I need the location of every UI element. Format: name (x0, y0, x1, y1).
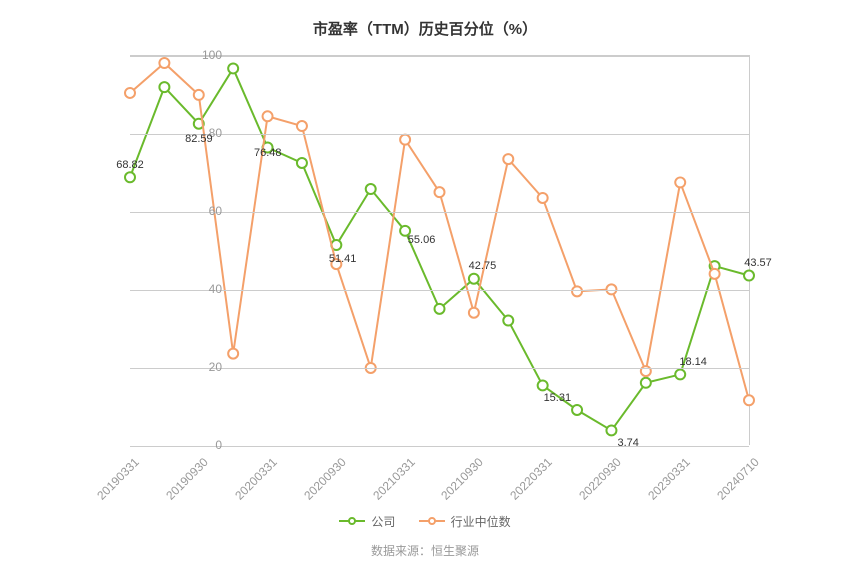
series-marker-industry_median (675, 177, 685, 187)
data-point-label: 18.14 (679, 356, 707, 368)
y-axis-label: 60 (182, 204, 222, 218)
data-point-label: 43.57 (744, 257, 772, 269)
x-axis-label: 20200331 (227, 455, 279, 507)
data-point-label: 82.59 (185, 133, 213, 145)
y-axis-label: 100 (182, 48, 222, 62)
data-point-label: 3.74 (618, 437, 639, 449)
series-marker-industry_median (469, 308, 479, 318)
grid-line (130, 368, 749, 369)
series-marker-company (435, 304, 445, 314)
series-marker-industry_median (572, 286, 582, 296)
grid-line (130, 134, 749, 135)
x-axis-label: 20230331 (641, 455, 693, 507)
series-marker-company (744, 271, 754, 281)
grid-line (130, 446, 749, 447)
x-axis-label: 20210930 (434, 455, 486, 507)
plot-area (130, 55, 750, 445)
chart-title: 市盈率（TTM）历史百分位（%） (0, 0, 850, 39)
legend-item-company: 公司 (339, 513, 395, 530)
series-marker-company (159, 82, 169, 92)
data-source: 数据来源：恒生聚源 (0, 542, 850, 559)
x-axis-label: 20190930 (158, 455, 210, 507)
chart-container: 市盈率（TTM）历史百分位（%） 公司 行业中位数 数据来源：恒生聚源 0 20 4… (0, 0, 850, 575)
series-line-industry_median (130, 63, 749, 400)
x-axis-label: 20220331 (503, 455, 555, 507)
data-point-label: 68.82 (116, 159, 144, 171)
legend-swatch-company (339, 515, 365, 527)
series-marker-industry_median (710, 269, 720, 279)
series-marker-industry_median (400, 135, 410, 145)
series-marker-company (606, 425, 616, 435)
line-layer (130, 56, 749, 445)
series-marker-industry_median (125, 88, 135, 98)
series-marker-industry_median (744, 395, 754, 405)
legend-swatch-industry (419, 515, 445, 527)
data-point-label: 51.41 (329, 253, 357, 265)
x-axis-label: 20200930 (296, 455, 348, 507)
series-marker-company (503, 316, 513, 326)
series-marker-company (641, 378, 651, 388)
grid-line (130, 212, 749, 213)
legend-label-industry: 行业中位数 (451, 513, 511, 530)
series-marker-company (675, 369, 685, 379)
series-marker-industry_median (435, 187, 445, 197)
data-point-label: 55.06 (408, 234, 436, 246)
series-marker-company (469, 274, 479, 284)
series-marker-company (228, 63, 238, 73)
series-line-company (130, 68, 749, 430)
x-axis-label: 20220930 (572, 455, 624, 507)
series-marker-industry_median (297, 121, 307, 131)
series-marker-company (125, 172, 135, 182)
grid-line (130, 290, 749, 291)
data-point-label: 42.75 (469, 260, 497, 272)
legend-item-industry: 行业中位数 (419, 513, 511, 530)
data-point-label: 15.31 (544, 392, 572, 404)
series-marker-company (572, 405, 582, 415)
data-point-label: 76.48 (254, 147, 282, 159)
x-axis-label: 20190331 (90, 455, 142, 507)
grid-line (130, 56, 749, 57)
legend: 公司 行业中位数 (0, 513, 850, 531)
series-marker-industry_median (194, 90, 204, 100)
series-marker-company (538, 380, 548, 390)
x-axis-label: 20210331 (365, 455, 417, 507)
y-axis-label: 40 (182, 282, 222, 296)
legend-label-company: 公司 (371, 513, 395, 530)
series-marker-industry_median (228, 349, 238, 359)
series-marker-industry_median (159, 58, 169, 68)
x-axis-label: 20240710 (710, 455, 762, 507)
y-axis-label: 0 (182, 438, 222, 452)
series-marker-company (297, 158, 307, 168)
series-marker-industry_median (263, 111, 273, 121)
series-marker-industry_median (538, 193, 548, 203)
y-axis-label: 20 (182, 360, 222, 374)
series-marker-company (366, 184, 376, 194)
series-marker-industry_median (503, 154, 513, 164)
